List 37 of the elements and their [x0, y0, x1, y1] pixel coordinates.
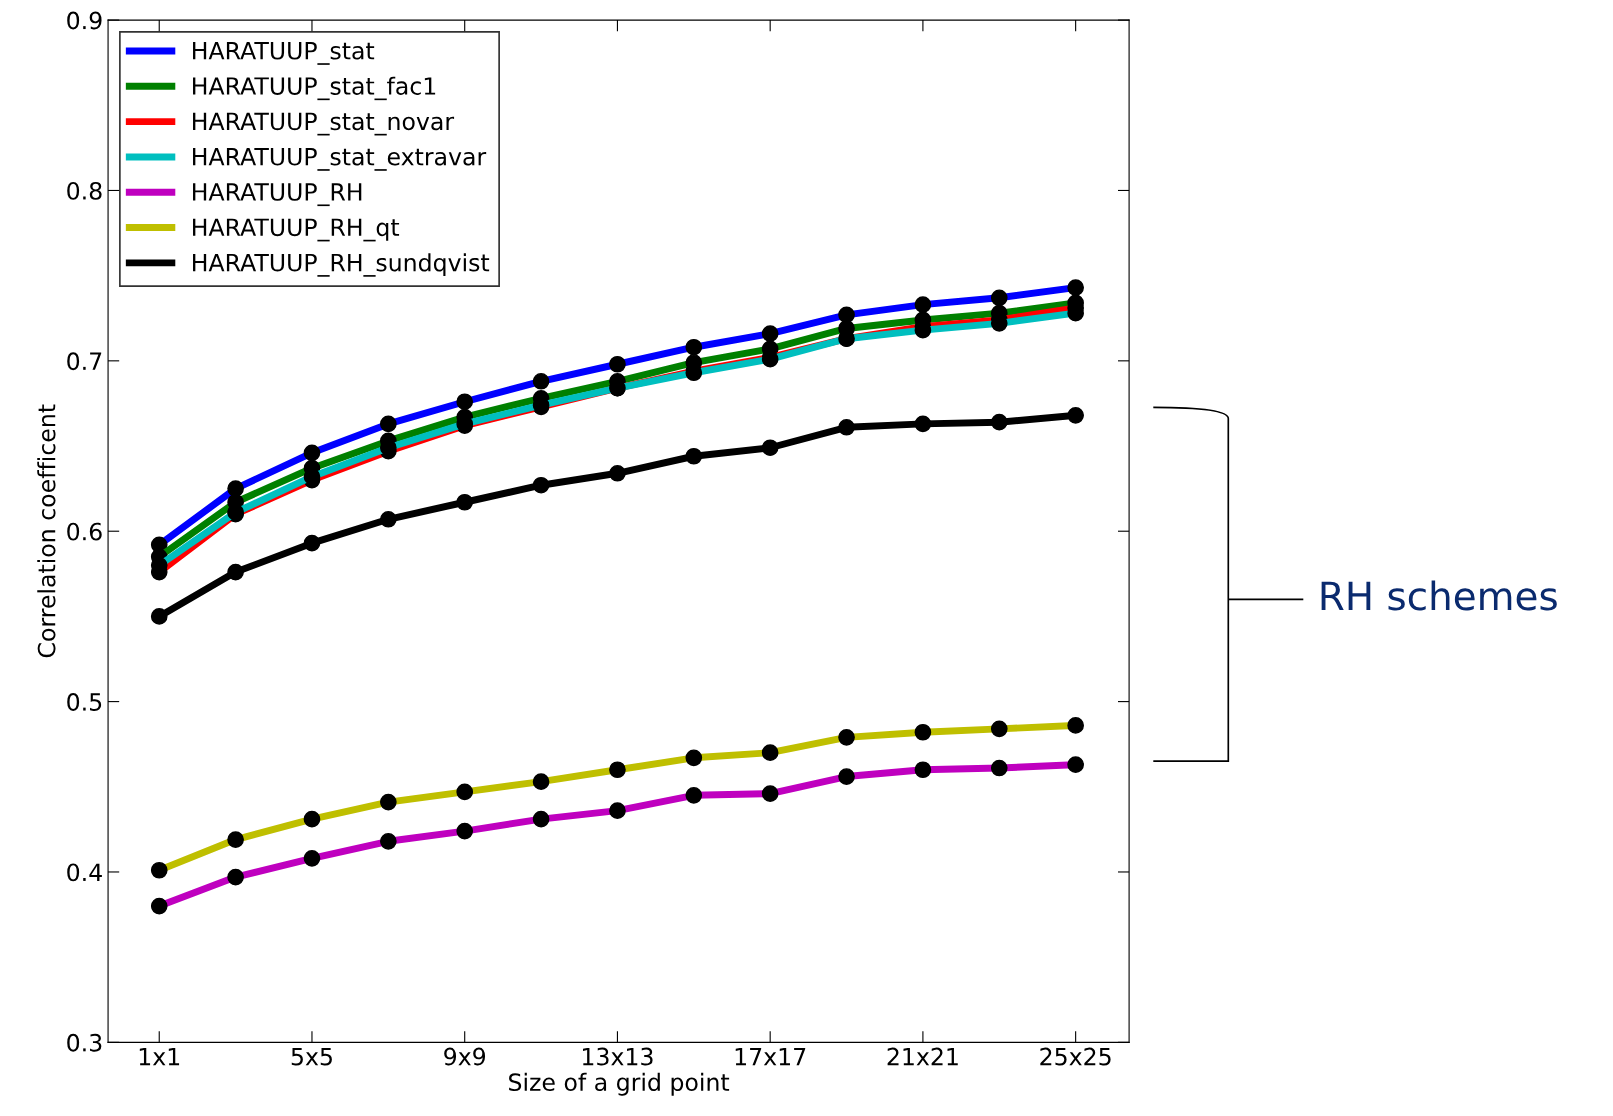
y-axis-title: Correlation coefficent [37, 404, 56, 658]
x-tick-label: 5x5 [291, 1047, 332, 1066]
y-tick-label: 0.3 [67, 1033, 102, 1052]
text: RH schemes [1321, 580, 1557, 611]
legend-label: HARATUUP_stat_fac1 [193, 76, 436, 101]
x-tick-label: 17x17 [735, 1047, 806, 1066]
point [914, 415, 932, 433]
point [227, 563, 244, 581]
legend-label: HARATUUP_RH [193, 183, 362, 207]
point [1067, 407, 1084, 424]
x-tick-label: 9x9 [444, 1047, 486, 1066]
point [685, 447, 703, 465]
point [150, 608, 168, 625]
y-tick-label: 0.7 [67, 352, 102, 371]
y-tick-label: 0.5 [67, 693, 102, 711]
legend-label: HARATUUP_RH_sundqvist [193, 253, 490, 277]
legend-label: HARATUUP_stat_extravar [193, 148, 487, 171]
legend-label: HARATUUP_RH_qt [193, 218, 400, 242]
legend-label: HARATUUP_stat [193, 42, 375, 65]
y-tick-label: 0.6 [67, 522, 102, 541]
x-tick-label: 1x1 [139, 1047, 180, 1066]
point [761, 439, 779, 457]
point [990, 413, 1008, 431]
legend-label: HARATUUP_stat_novar [193, 112, 455, 136]
point [532, 476, 550, 494]
point [456, 493, 474, 511]
x-tick-label: 13x13 [583, 1047, 653, 1066]
x-tick-label: 21x21 [887, 1047, 958, 1066]
y-tick-label: 0.4 [67, 863, 102, 882]
x-tick-label: 25x25 [1040, 1047, 1111, 1066]
point [380, 510, 397, 528]
point [303, 534, 321, 552]
y-tick-label: 0.9 [67, 11, 102, 30]
y-tick-label: 0.8 [67, 181, 102, 200]
point [609, 464, 626, 482]
x-axis-title: Size of a grid point [509, 1072, 730, 1096]
point [838, 418, 855, 436]
